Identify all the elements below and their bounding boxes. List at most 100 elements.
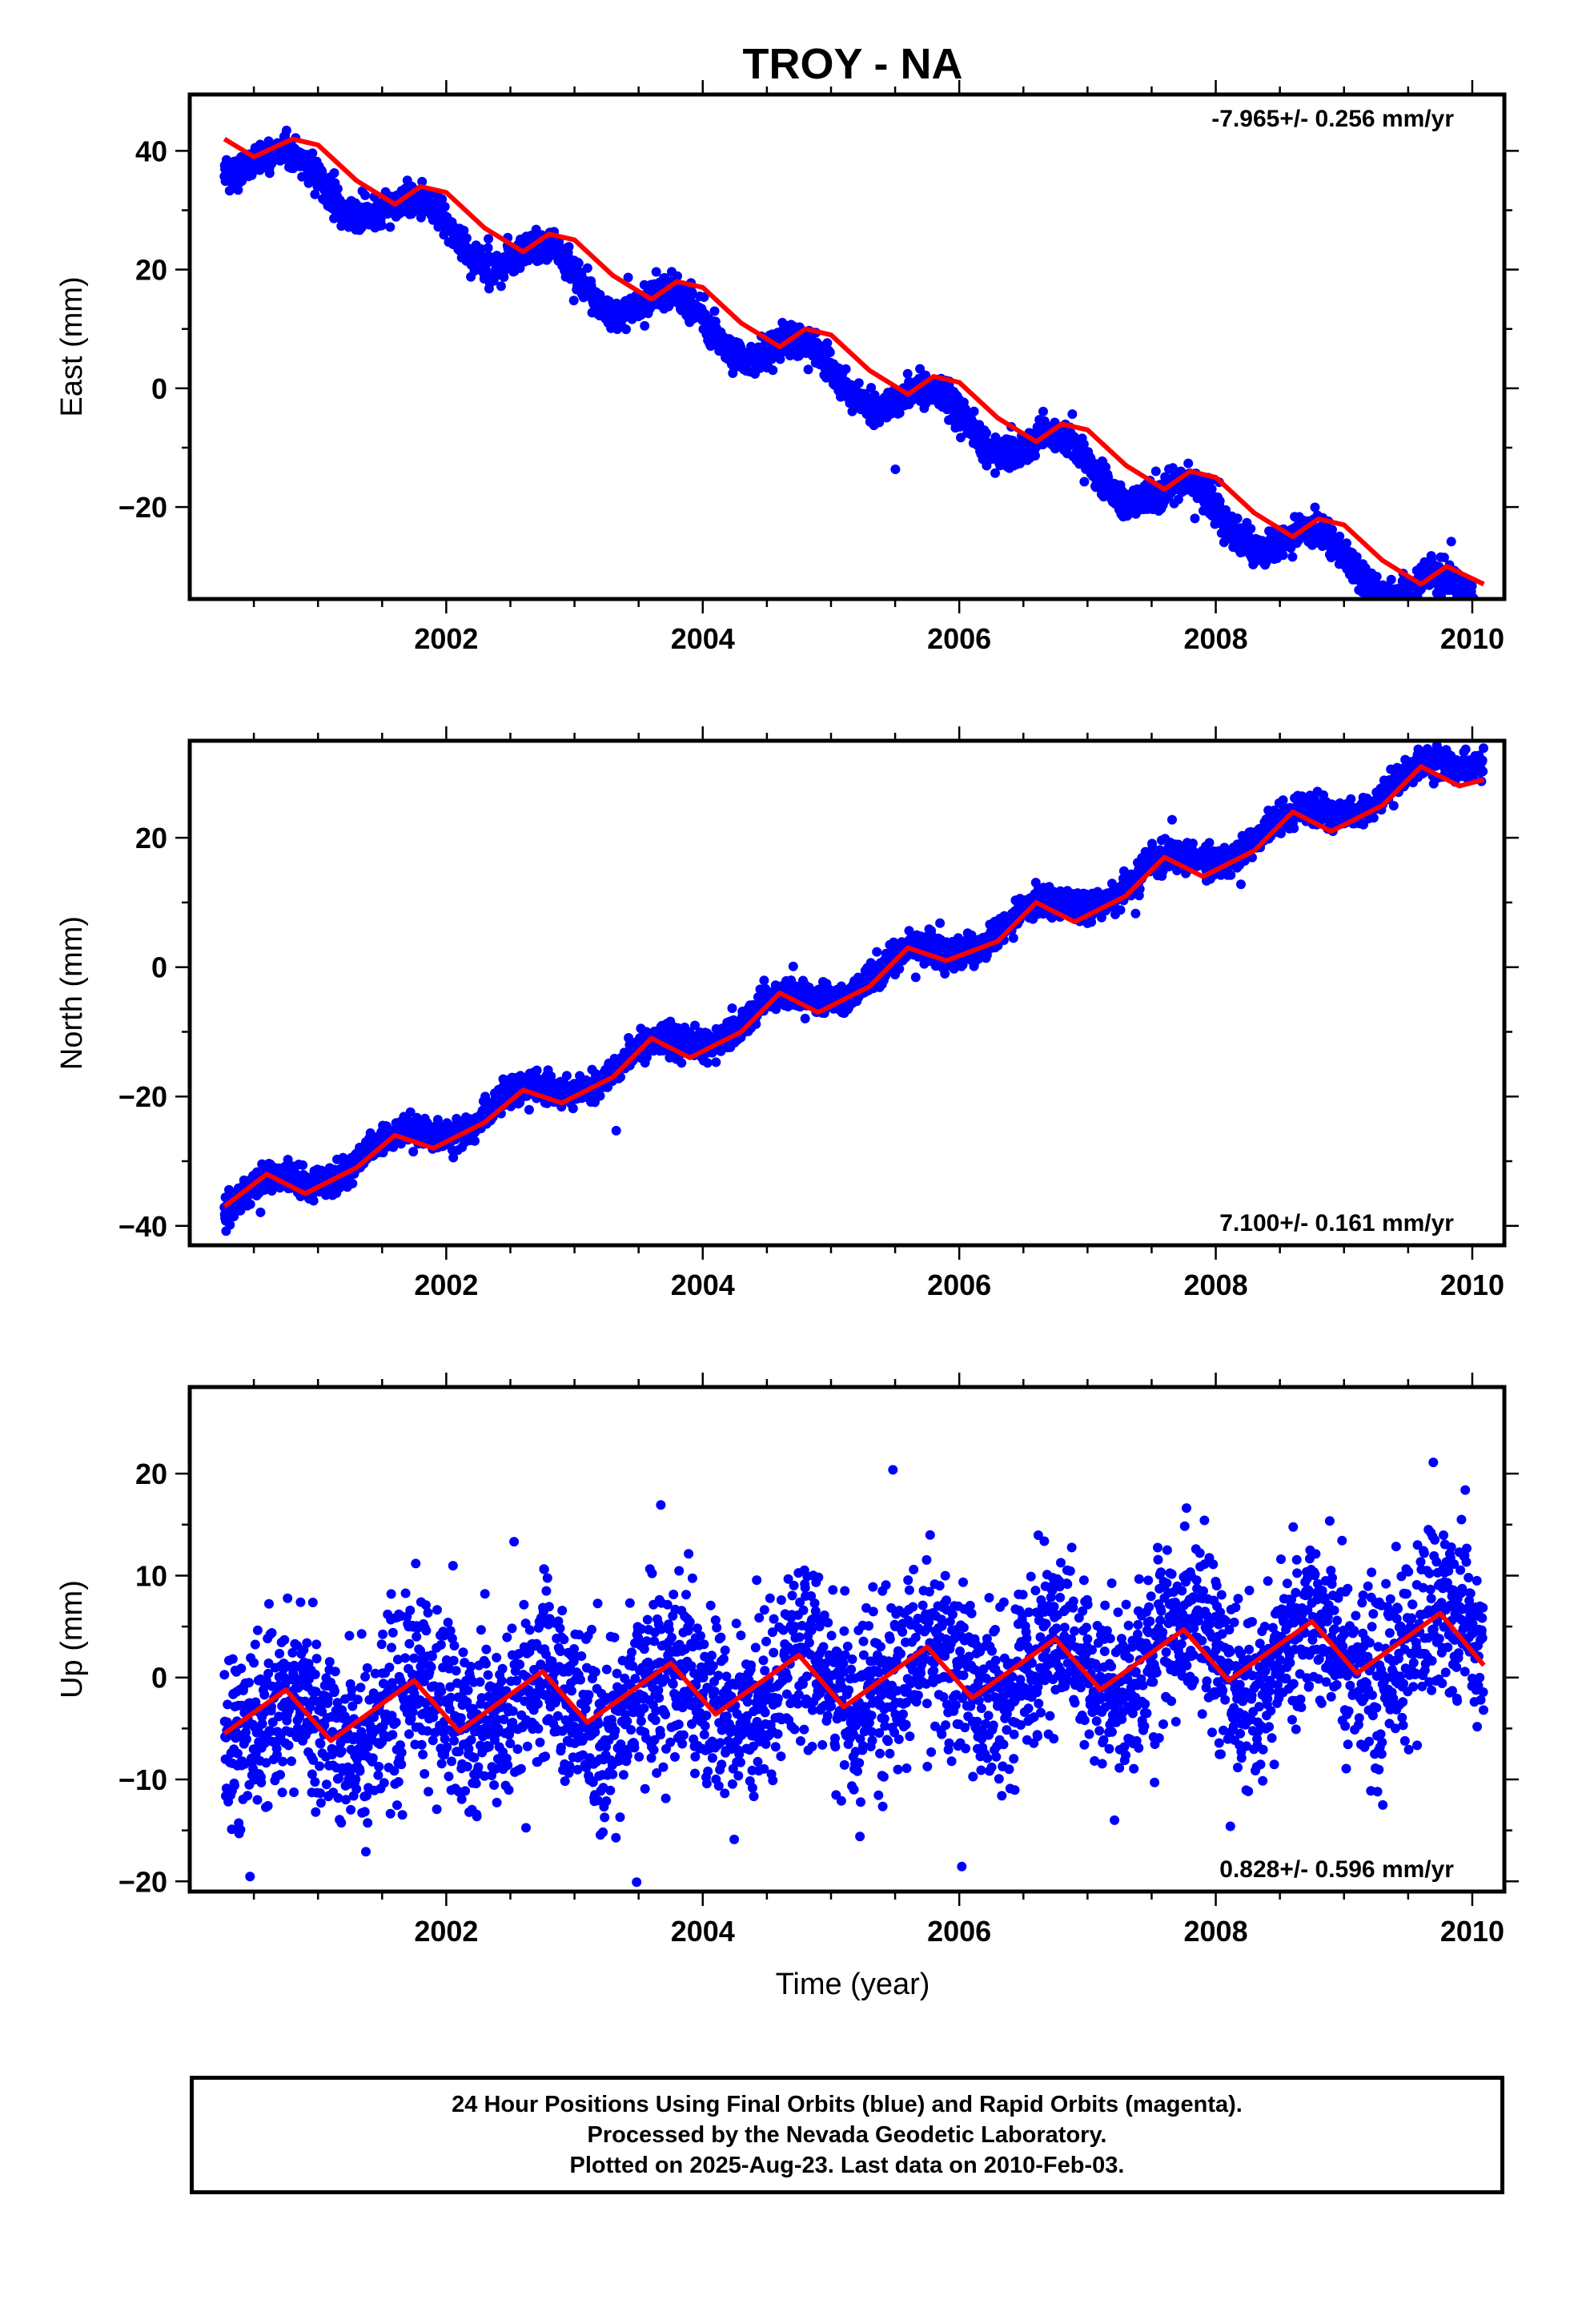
- data-point: [1103, 472, 1114, 482]
- data-point: [573, 258, 584, 268]
- data-point: [568, 1104, 578, 1114]
- x-tick-label: 2008: [1184, 622, 1248, 655]
- data-point: [459, 225, 469, 235]
- data-point: [568, 296, 579, 306]
- data-point: [803, 364, 813, 375]
- y-tick-label: 20: [135, 254, 167, 287]
- data-point: [1395, 609, 1404, 618]
- data-point: [385, 222, 396, 232]
- data-point: [1215, 496, 1225, 506]
- x-tick-label: 2006: [927, 622, 991, 655]
- data-point: [788, 961, 798, 971]
- data-point: [1371, 572, 1382, 581]
- data-point: [915, 364, 926, 374]
- data-point: [894, 408, 905, 418]
- data-point: [640, 320, 650, 331]
- data-point: [535, 255, 545, 265]
- data-point: [470, 1136, 480, 1146]
- data-point: [982, 428, 991, 438]
- x-tick-label: 2010: [1440, 622, 1504, 655]
- data-point: [866, 383, 877, 393]
- data-point: [1246, 524, 1256, 534]
- data-point: [711, 1057, 721, 1068]
- data-point: [405, 1107, 416, 1117]
- data-point: [546, 1071, 556, 1081]
- data-point: [329, 168, 339, 178]
- data-point: [775, 354, 785, 364]
- data-point: [376, 220, 387, 231]
- data-point: [1351, 552, 1362, 562]
- data-point: [281, 125, 291, 135]
- data-point: [1342, 538, 1351, 549]
- x-tick-label: 2002: [414, 622, 478, 655]
- data-point: [1474, 601, 1484, 611]
- data-point: [1479, 609, 1488, 619]
- data-point: [225, 1220, 235, 1230]
- data-point: [524, 1104, 534, 1115]
- data-point: [233, 185, 243, 195]
- data-point: [621, 324, 631, 335]
- data-point: [1232, 513, 1243, 524]
- data-point: [1150, 466, 1161, 476]
- data-point: [677, 1058, 687, 1068]
- data-point: [825, 348, 835, 357]
- data-point: [1327, 525, 1337, 535]
- chart-title: TROY - NA: [742, 40, 962, 88]
- data-point: [1376, 603, 1386, 613]
- data-point: [890, 464, 901, 474]
- data-point: [969, 406, 979, 416]
- data-point: [1190, 513, 1200, 524]
- data-point: [1398, 601, 1407, 610]
- fit-line-east: [223, 136, 1485, 587]
- plot-frame-east: [187, 92, 1507, 601]
- data-point: [1476, 610, 1486, 620]
- data-point: [1476, 609, 1486, 619]
- data-point: [1446, 537, 1456, 547]
- data-point: [1386, 574, 1396, 585]
- data-point: [229, 1212, 239, 1222]
- data-point: [1183, 458, 1194, 468]
- data-point: [768, 365, 778, 376]
- data-point: [727, 1003, 737, 1013]
- data-point: [264, 168, 275, 179]
- data-point: [1287, 552, 1298, 562]
- data-point: [437, 194, 448, 204]
- data-point: [800, 1013, 810, 1023]
- data-point: [1474, 610, 1484, 620]
- data-point: [1310, 502, 1320, 513]
- data-point: [611, 1125, 621, 1136]
- data-point: [496, 281, 506, 292]
- data-point: [595, 1091, 605, 1101]
- data-point: [1460, 606, 1470, 616]
- y-tick-label: 40: [135, 135, 167, 167]
- data-point: [1414, 602, 1423, 612]
- data-point: [1335, 531, 1345, 541]
- y-axis-label-east: East (mm): [55, 276, 89, 416]
- data-point: [1389, 602, 1399, 612]
- data-point: [822, 338, 833, 348]
- data-point: [561, 1071, 572, 1081]
- data-point: [1477, 613, 1487, 622]
- data-point: [1472, 610, 1482, 620]
- data-point: [1079, 476, 1090, 487]
- data-point: [532, 1065, 542, 1076]
- data-point: [1478, 613, 1488, 622]
- data-point: [1388, 601, 1398, 610]
- data-point: [759, 975, 769, 986]
- data-point: [690, 1020, 700, 1031]
- data-point: [408, 1147, 419, 1157]
- data-point: [484, 234, 494, 244]
- y-tick-label: −20: [118, 491, 167, 524]
- data-point: [699, 292, 709, 302]
- data-point: [1278, 550, 1288, 561]
- rate-label-east: -7.965+/- 0.256 mm/yr: [1211, 106, 1454, 132]
- data-point: [709, 306, 720, 316]
- data-point: [687, 287, 697, 297]
- data-point: [990, 468, 1000, 478]
- data-point: [1173, 494, 1183, 505]
- x-tick-label: 2004: [671, 622, 735, 655]
- data-point: [1475, 607, 1484, 617]
